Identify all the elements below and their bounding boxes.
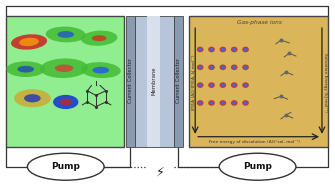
Ellipse shape — [232, 48, 236, 51]
Ellipse shape — [57, 31, 74, 38]
Bar — [147, 16, 160, 147]
Bar — [189, 16, 328, 147]
Ellipse shape — [198, 101, 202, 105]
Ellipse shape — [27, 153, 104, 180]
Ellipse shape — [198, 48, 202, 51]
Text: Current Collector: Current Collector — [176, 58, 181, 103]
Ellipse shape — [244, 83, 248, 87]
Ellipse shape — [208, 100, 215, 106]
Ellipse shape — [221, 101, 225, 105]
Point — [278, 95, 284, 98]
Text: Free energy of dissolution (ΔG°sol, mol⁻¹): Free energy of dissolution (ΔG°sol, mol⁻… — [209, 140, 300, 144]
Ellipse shape — [14, 89, 51, 107]
Ellipse shape — [232, 83, 236, 87]
Ellipse shape — [244, 48, 248, 51]
Ellipse shape — [232, 66, 236, 69]
Point — [93, 105, 98, 108]
Ellipse shape — [231, 47, 238, 52]
Point — [103, 89, 109, 92]
Ellipse shape — [209, 101, 213, 105]
Ellipse shape — [19, 38, 39, 46]
Ellipse shape — [208, 64, 215, 70]
Ellipse shape — [242, 47, 249, 52]
Ellipse shape — [231, 64, 238, 70]
Bar — [174, 16, 183, 147]
Ellipse shape — [197, 100, 204, 106]
Ellipse shape — [197, 47, 204, 52]
Text: Pump: Pump — [243, 162, 272, 171]
Text: Pump: Pump — [51, 162, 80, 171]
Ellipse shape — [244, 66, 248, 69]
Ellipse shape — [81, 62, 121, 78]
Ellipse shape — [197, 64, 204, 70]
Text: Membrane: Membrane — [152, 66, 157, 95]
Ellipse shape — [24, 94, 41, 102]
Ellipse shape — [209, 83, 213, 87]
Ellipse shape — [221, 83, 225, 87]
Text: IP/EA (ΔG°IP/EA, kJ mol⁻¹): IP/EA (ΔG°IP/EA, kJ mol⁻¹) — [192, 55, 196, 110]
Text: ⚡: ⚡ — [156, 166, 165, 179]
Ellipse shape — [55, 64, 73, 72]
Text: Solvation Energy (kJ mol⁻¹): Solvation Energy (kJ mol⁻¹) — [323, 53, 327, 112]
Ellipse shape — [219, 64, 226, 70]
Point — [286, 52, 292, 55]
Ellipse shape — [6, 61, 45, 77]
Ellipse shape — [46, 26, 86, 42]
Ellipse shape — [219, 47, 226, 52]
Point — [93, 94, 98, 97]
Ellipse shape — [242, 100, 249, 106]
Ellipse shape — [92, 67, 109, 74]
Ellipse shape — [244, 101, 248, 105]
Point — [283, 70, 289, 74]
Ellipse shape — [197, 82, 204, 88]
Ellipse shape — [40, 58, 88, 78]
Ellipse shape — [11, 34, 47, 50]
Point — [283, 114, 289, 117]
Ellipse shape — [242, 82, 249, 88]
Bar — [126, 16, 135, 147]
Ellipse shape — [219, 153, 296, 180]
Ellipse shape — [53, 95, 78, 109]
Text: Current Collector: Current Collector — [128, 58, 133, 103]
Bar — [135, 16, 174, 147]
Ellipse shape — [219, 82, 226, 88]
Ellipse shape — [209, 66, 213, 69]
Ellipse shape — [17, 66, 34, 73]
Ellipse shape — [221, 66, 225, 69]
Bar — [6, 16, 124, 147]
Ellipse shape — [209, 48, 213, 51]
Point — [85, 89, 90, 92]
Ellipse shape — [60, 99, 72, 105]
Ellipse shape — [232, 101, 236, 105]
Ellipse shape — [231, 100, 238, 106]
Point — [278, 39, 284, 42]
Ellipse shape — [219, 100, 226, 106]
Ellipse shape — [208, 82, 215, 88]
Text: Gas-phase ions: Gas-phase ions — [237, 20, 282, 25]
Ellipse shape — [81, 31, 117, 46]
Ellipse shape — [198, 66, 202, 69]
Ellipse shape — [92, 35, 107, 41]
Ellipse shape — [242, 64, 249, 70]
Ellipse shape — [221, 48, 225, 51]
Ellipse shape — [208, 47, 215, 52]
Ellipse shape — [198, 83, 202, 87]
Point — [85, 101, 90, 104]
Point — [103, 101, 109, 104]
Ellipse shape — [231, 82, 238, 88]
